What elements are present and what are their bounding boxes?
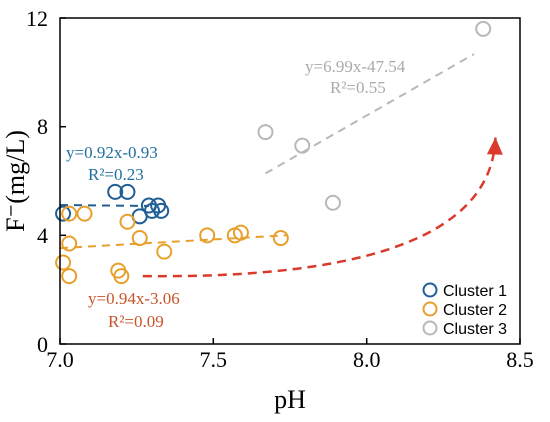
y-axis-label: F⁻(mg/L) [1, 130, 30, 232]
data-point-cluster-2 [61, 235, 78, 252]
r2-cluster-1: R²=0.23 [88, 165, 144, 184]
data-point-cluster-2 [61, 205, 78, 222]
data-point-cluster-1 [55, 205, 72, 222]
data-point-cluster-3 [475, 20, 492, 37]
y-tick-label: 8 [37, 114, 48, 139]
data-point-cluster-1 [107, 183, 124, 200]
x-tick-label: 7.0 [46, 347, 74, 372]
x-axis-ticks: 7.0 7.5 8.0 8.5 [46, 338, 534, 372]
data-point-cluster-1 [153, 202, 170, 219]
trend-arrow-head [486, 137, 503, 155]
legend-item-cluster-2: Cluster 2 [422, 301, 507, 319]
x-axis-label: pH [274, 385, 306, 414]
plot-frame [59, 17, 521, 345]
fit-line-cluster-2 [59, 234, 287, 250]
fit-line-cluster-3 [264, 53, 475, 175]
legend-marker-cluster-2 [422, 301, 438, 317]
data-point-cluster-2 [119, 213, 136, 230]
legend-label-cluster-3: Cluster 3 [443, 321, 507, 338]
x-tick-label: 8.0 [353, 347, 381, 372]
annotation-cluster-1: y=0.92x-0.93 R²=0.23 [66, 143, 158, 184]
fit-line-cluster-1 [59, 204, 149, 207]
r2-cluster-3: R²=0.55 [330, 78, 386, 97]
legend-marker-cluster-1 [422, 282, 438, 298]
data-point-cluster-2 [232, 224, 249, 241]
annotation-cluster-3: y=6.99x-47.54 R²=0.55 [305, 57, 406, 97]
y-axis-ticks: 0 4 8 12 [26, 6, 66, 357]
data-point-cluster-2 [61, 268, 78, 285]
legend-label-cluster-2: Cluster 2 [443, 302, 507, 319]
y-tick-label: 12 [26, 6, 48, 31]
legend-item-cluster-3: Cluster 3 [422, 320, 507, 338]
data-point-cluster-2 [272, 230, 289, 247]
data-point-cluster-2 [76, 205, 93, 222]
legend-label-cluster-1: Cluster 1 [443, 283, 507, 300]
y-tick-label: 4 [37, 223, 48, 248]
data-point-cluster-1 [119, 183, 136, 200]
plot-layer [55, 20, 503, 285]
data-point-cluster-2 [156, 243, 173, 260]
data-point-cluster-2 [55, 254, 72, 271]
data-point-cluster-2 [199, 227, 216, 244]
y-tick-label: 0 [37, 332, 48, 357]
r2-cluster-2: R²=0.09 [108, 312, 164, 331]
equation-cluster-1: y=0.92x-0.93 [66, 143, 158, 162]
equation-cluster-3: y=6.99x-47.54 [305, 57, 406, 76]
data-point-cluster-3 [324, 194, 341, 211]
annotation-cluster-2: y=0.94x-3.06 R²=0.09 [88, 289, 180, 331]
data-point-cluster-2 [131, 230, 148, 247]
equation-cluster-2: y=0.94x-3.06 [88, 289, 180, 308]
x-tick-label: 8.5 [506, 347, 534, 372]
trend-arrow-path [142, 137, 497, 278]
legend-marker-cluster-3 [422, 320, 438, 336]
data-point-cluster-3 [257, 124, 274, 141]
legend: Cluster 1 Cluster 2 Cluster 3 [422, 282, 507, 338]
data-point-cluster-3 [294, 137, 311, 154]
x-tick-label: 7.5 [200, 347, 228, 372]
legend-item-cluster-1: Cluster 1 [422, 282, 507, 300]
data-point-cluster-2 [113, 268, 130, 285]
